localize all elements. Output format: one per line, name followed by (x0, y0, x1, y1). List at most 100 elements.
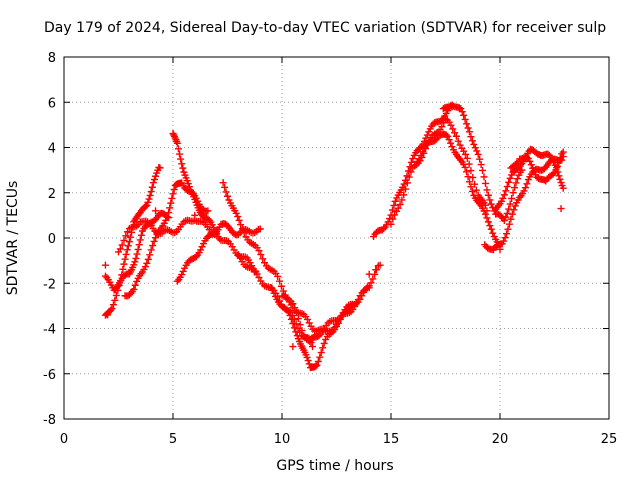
data-point (503, 230, 511, 238)
data-point (552, 166, 560, 174)
data-point (255, 274, 263, 282)
data-point (417, 151, 425, 159)
series-track-8 (234, 251, 371, 343)
series-track-10 (278, 262, 382, 335)
data-point (136, 236, 144, 244)
data-point (405, 173, 413, 181)
data-point (296, 321, 304, 329)
data-point (463, 154, 471, 162)
data-point (119, 265, 127, 273)
data-point (225, 196, 233, 204)
data-point (505, 220, 513, 228)
data-point (394, 204, 402, 212)
data-point (132, 254, 140, 262)
data-point (447, 139, 455, 147)
data-point (178, 160, 186, 168)
data-point (274, 272, 282, 280)
data-point (556, 154, 564, 162)
data-point (510, 206, 518, 214)
data-point (403, 179, 411, 187)
data-point (109, 301, 117, 309)
data-point (486, 196, 494, 204)
data-point (286, 311, 294, 319)
x-tick-label: 5 (169, 432, 177, 447)
data-point (390, 201, 398, 209)
outlier-point (557, 205, 565, 213)
y-tick-label: 2 (48, 187, 56, 202)
data-point (511, 202, 519, 210)
data-point (144, 198, 152, 206)
series-track-13 (413, 130, 503, 248)
x-tick-label: 15 (383, 432, 400, 447)
data-point (513, 175, 521, 183)
data-point (471, 180, 479, 188)
axis-ticks: 0 5 10 15 20 25 -8 -6 -4 -2 0 2 4 6 8 (43, 51, 617, 447)
data-point (177, 155, 185, 163)
data-point (509, 189, 517, 197)
data-point (118, 271, 126, 279)
data-point (445, 136, 453, 144)
data-point (312, 362, 320, 370)
data-point (504, 225, 512, 233)
data-point (101, 272, 109, 280)
x-axis-label: GPS time / hours (276, 458, 393, 474)
data-point (407, 168, 415, 176)
data-point (257, 251, 265, 259)
data-point (463, 120, 471, 128)
data-point (457, 105, 465, 113)
data-point (480, 207, 488, 215)
data-point (221, 183, 229, 191)
data-point (486, 222, 494, 230)
data-point (120, 236, 128, 244)
data-point (425, 128, 433, 136)
data-point (505, 178, 513, 186)
data-point (149, 179, 157, 187)
data-point (145, 195, 153, 203)
data-point (143, 259, 151, 267)
data-point (481, 179, 489, 187)
data-point (238, 225, 246, 233)
data-point (464, 124, 472, 132)
data-point (124, 242, 132, 250)
data-point (484, 218, 492, 226)
data-point (367, 279, 375, 287)
data-point (540, 165, 548, 173)
data-point (501, 234, 509, 242)
x-tick-label: 10 (274, 432, 291, 447)
data-point (112, 291, 120, 299)
data-point (521, 184, 529, 192)
data-point (313, 361, 321, 369)
data-point (503, 209, 511, 217)
data-point (237, 221, 245, 229)
data-point (400, 191, 408, 199)
data-point (204, 207, 212, 215)
data-point (556, 175, 564, 183)
data-point (133, 250, 141, 258)
data-point (234, 251, 242, 259)
data-point (508, 210, 516, 218)
series-track-3 (121, 179, 210, 300)
outlier-point (191, 211, 199, 219)
data-point (276, 277, 284, 285)
data-point (515, 164, 523, 172)
data-point (354, 296, 362, 304)
data-point (170, 131, 178, 139)
data-point (389, 215, 397, 223)
data-point (480, 173, 488, 181)
data-point (527, 161, 535, 169)
data-point (448, 143, 456, 151)
y-tick-label: 0 (48, 232, 56, 247)
y-axis-label: SDTVAR / TECUs (5, 181, 21, 296)
series-track-4 (169, 130, 258, 276)
data-point (142, 202, 150, 210)
data-point (476, 155, 484, 163)
data-point (290, 324, 298, 332)
data-point (317, 349, 325, 357)
data-point (259, 255, 267, 263)
data-point (461, 163, 469, 171)
data-point (314, 357, 322, 365)
data-point (529, 164, 537, 172)
data-point (152, 172, 160, 180)
data-point (470, 140, 478, 148)
data-point (162, 216, 170, 224)
